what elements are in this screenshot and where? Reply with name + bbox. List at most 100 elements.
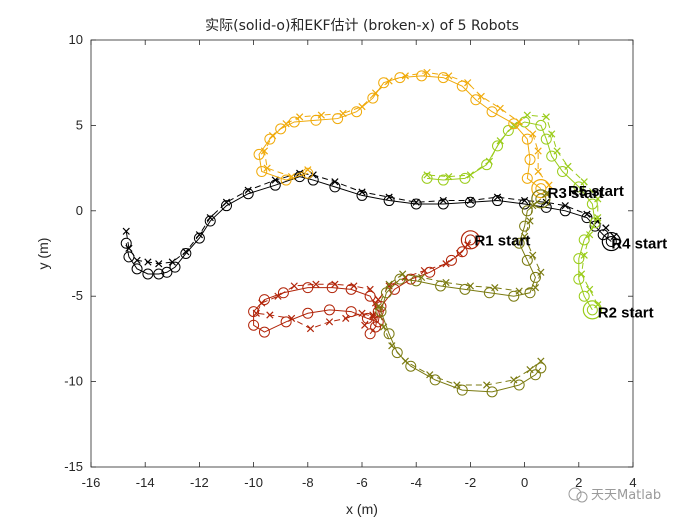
- actual-point-marker: [248, 319, 260, 331]
- tick-marks: -16 -14 -12 -10 -8 -6 -4 -2 0 2 4 10 5 0 -5 -10 -15: [64, 32, 636, 490]
- actual-point-marker: [508, 290, 520, 302]
- estimate-point-marker: [466, 196, 475, 205]
- estimate-point-marker: [155, 260, 163, 268]
- actual-point-marker: [502, 125, 514, 137]
- estimate-point-marker: [258, 299, 266, 307]
- estimate-point-marker: [537, 357, 545, 365]
- estimate-point-marker: [399, 270, 407, 278]
- estimate-point-marker: [271, 176, 279, 184]
- estimate-point-marker: [287, 173, 296, 181]
- actual-point-marker: [524, 287, 536, 299]
- estimate-point-marker: [374, 295, 382, 304]
- robot-series: [421, 111, 602, 320]
- actual-point-marker: [529, 271, 541, 283]
- watermark: 天天Matlab: [568, 487, 661, 503]
- actual-point-marker: [519, 220, 531, 232]
- actual-point-marker: [573, 253, 585, 265]
- estimate-point-marker: [317, 111, 325, 119]
- estimate-point-marker: [125, 244, 133, 253]
- actual-point-marker: [464, 234, 476, 246]
- actual-point-marker: [486, 386, 498, 398]
- x-tick-label: -6: [356, 475, 368, 490]
- estimate-point-marker: [466, 282, 475, 290]
- estimate-point-marker: [296, 113, 304, 121]
- estimate-point-marker: [263, 164, 271, 172]
- y-tick-label: 10: [69, 32, 83, 47]
- estimate-point-marker: [385, 77, 393, 85]
- estimate-point-marker: [529, 130, 537, 138]
- estimate-point-marker: [453, 381, 461, 389]
- actual-point-marker: [326, 282, 338, 294]
- estimate-point-marker: [182, 248, 190, 256]
- estimate-point-marker: [534, 147, 542, 155]
- actual-point-marker: [470, 94, 482, 106]
- actual-point-marker: [153, 268, 165, 280]
- actual-point-marker: [437, 198, 449, 210]
- actual-point-marker: [264, 133, 276, 145]
- actual-point-marker: [345, 283, 357, 295]
- estimate-point-marker: [282, 120, 290, 128]
- actual-point-marker: [557, 166, 569, 178]
- estimate-point-marker: [515, 287, 523, 295]
- actual-point-marker: [131, 263, 143, 275]
- actual-point-marker: [288, 116, 300, 128]
- estimate-point-marker: [380, 323, 388, 331]
- actual-point-marker: [302, 282, 314, 294]
- x-tick-label: -4: [410, 475, 422, 490]
- x-tick-label: -10: [244, 475, 263, 490]
- estimate-point-marker: [564, 162, 572, 171]
- start-marker: [531, 189, 551, 209]
- estimate-point-marker: [133, 256, 141, 264]
- actual-point-marker: [280, 316, 292, 328]
- actual-point-marker: [589, 217, 601, 229]
- estimate-point-marker: [331, 178, 339, 186]
- estimate-point-marker: [195, 231, 204, 239]
- actual-point-marker: [524, 154, 536, 166]
- x-tick-label: -8: [302, 475, 314, 490]
- estimate-point-marker: [586, 285, 594, 293]
- estimate-point-marker: [493, 193, 502, 201]
- actual-point-marker: [573, 181, 585, 193]
- actual-point-marker: [521, 172, 533, 184]
- y-tick-label: 5: [76, 117, 83, 132]
- actual-point-marker: [364, 290, 376, 302]
- estimate-point-marker: [602, 224, 610, 232]
- estimate-point-marker: [485, 157, 493, 165]
- estimate-point-marker: [586, 231, 594, 239]
- actual-path-line: [258, 75, 542, 189]
- actual-point-marker: [351, 106, 363, 118]
- estimate-point-marker: [144, 258, 152, 266]
- actual-point-marker: [508, 118, 520, 130]
- actual-point-marker: [581, 212, 593, 224]
- actual-point-marker: [394, 273, 406, 285]
- actual-point-marker: [332, 113, 344, 125]
- y-tick-label: -10: [64, 374, 83, 389]
- estimate-point-marker: [439, 196, 447, 205]
- estimate-point-marker: [252, 309, 260, 317]
- estimate-point-marker: [366, 285, 374, 293]
- actual-point-marker: [586, 198, 598, 210]
- start-marker: [582, 300, 602, 320]
- robot-series: [374, 189, 551, 398]
- actual-point-marker: [535, 193, 547, 205]
- robot-start-label: R1 start: [474, 233, 530, 250]
- actual-point-marker: [302, 307, 314, 319]
- actual-point-marker: [546, 150, 558, 162]
- estimate-point-marker: [548, 130, 556, 138]
- actual-point-marker: [405, 360, 417, 372]
- estimate-point-marker: [268, 132, 277, 140]
- estimate-path-line: [125, 172, 615, 265]
- estimate-point-marker: [577, 270, 586, 278]
- actual-point-marker: [464, 196, 476, 208]
- estimate-point-marker: [561, 202, 569, 210]
- estimate-point-marker: [520, 196, 529, 205]
- estimate-point-marker: [491, 284, 499, 292]
- actual-point-marker: [123, 251, 135, 263]
- actual-point-marker: [180, 248, 192, 259]
- actual-point-marker: [586, 304, 598, 316]
- actual-point-marker: [375, 306, 387, 318]
- start-marker: [531, 178, 551, 199]
- actual-point-marker: [410, 275, 422, 287]
- actual-point-marker: [540, 133, 552, 145]
